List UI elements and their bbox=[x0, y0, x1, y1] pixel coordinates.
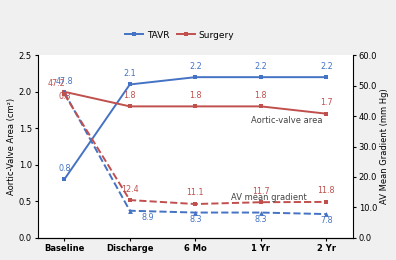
Text: 1.7: 1.7 bbox=[320, 98, 333, 107]
Text: 0.8: 0.8 bbox=[58, 92, 70, 101]
Text: 1.8: 1.8 bbox=[189, 91, 202, 100]
Text: 1.8: 1.8 bbox=[255, 91, 267, 100]
Text: 7.8: 7.8 bbox=[320, 216, 333, 225]
Text: AV mean gradient: AV mean gradient bbox=[231, 193, 307, 202]
Text: 8.9: 8.9 bbox=[142, 213, 154, 222]
Text: 2.1: 2.1 bbox=[124, 69, 136, 78]
Text: 2.2: 2.2 bbox=[320, 62, 333, 71]
Text: 11.8: 11.8 bbox=[318, 186, 335, 195]
Text: 11.1: 11.1 bbox=[187, 188, 204, 197]
Text: 2.2: 2.2 bbox=[255, 62, 267, 71]
Text: 2.2: 2.2 bbox=[189, 62, 202, 71]
Text: 1.8: 1.8 bbox=[124, 91, 136, 100]
Text: 47.2: 47.2 bbox=[48, 79, 65, 88]
Text: 8.3: 8.3 bbox=[189, 215, 202, 224]
Text: 0.8: 0.8 bbox=[58, 164, 70, 173]
Text: Aortic-valve area: Aortic-valve area bbox=[251, 116, 322, 126]
Text: 8.3: 8.3 bbox=[255, 215, 267, 224]
Text: 47.8: 47.8 bbox=[55, 77, 73, 86]
Y-axis label: Aortic-Valve Area (cm²): Aortic-Valve Area (cm²) bbox=[7, 98, 16, 195]
Text: 12.4: 12.4 bbox=[121, 185, 139, 193]
Legend: TAVR, Surgery: TAVR, Surgery bbox=[125, 31, 234, 40]
Y-axis label: AV Mean Gradient (mm Hg): AV Mean Gradient (mm Hg) bbox=[380, 89, 389, 204]
Text: 11.7: 11.7 bbox=[252, 187, 270, 196]
